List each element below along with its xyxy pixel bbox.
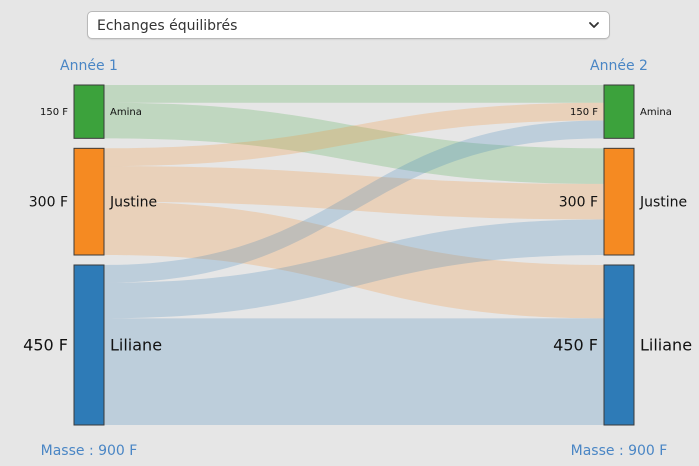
flow-liliane-to-liliane [104,318,604,425]
right-name-amina: Amina [640,107,672,118]
right-amount-liliane: 450 F [553,336,598,355]
scenario-dropdown-value: Echanges équilibrés [97,18,238,34]
chevron-down-icon [589,22,599,28]
flow-justine-to-justine [104,166,604,220]
right-amount-amina: 150 F [570,107,598,118]
left-column-header: Année 1 [60,58,118,74]
left-amount-amina: 150 F [40,107,68,118]
flow-justine-to-liliane [104,201,604,319]
flows-layer [104,85,604,425]
right-node-liliane [603,264,635,426]
right-total-mass: Masse : 900 F [571,443,668,459]
flow-justine-to-amina [104,102,604,167]
left-total-mass: Masse : 900 F [41,443,138,459]
left-node-justine [73,147,105,256]
flow-liliane-to-amina [104,120,604,283]
left-name-amina: Amina [110,107,142,118]
right-node-justine [603,147,635,256]
left-amount-justine: 300 F [29,195,68,211]
left-name-liliane: Liliane [110,336,162,355]
flow-amina-to-justine [104,102,604,184]
left-node-amina [73,84,105,139]
right-column-header: Année 2 [590,58,648,74]
right-amount-justine: 300 F [559,195,598,211]
right-name-justine: Justine [639,195,687,211]
labels-layer: 150 F Amina 150 F Amina 300 F Justine 300 F Jus… [23,107,692,354]
left-amount-liliane: 450 F [23,336,68,355]
right-name-liliane: Liliane [640,336,692,355]
nodes-layer [73,84,635,426]
left-node-liliane [73,264,105,426]
flow-liliane-to-justine [104,219,604,319]
scenario-dropdown[interactable]: Echanges équilibrés [87,11,610,39]
right-node-amina [603,84,635,139]
left-name-justine: Justine [109,195,157,211]
flow-amina-to-amina [104,85,604,103]
